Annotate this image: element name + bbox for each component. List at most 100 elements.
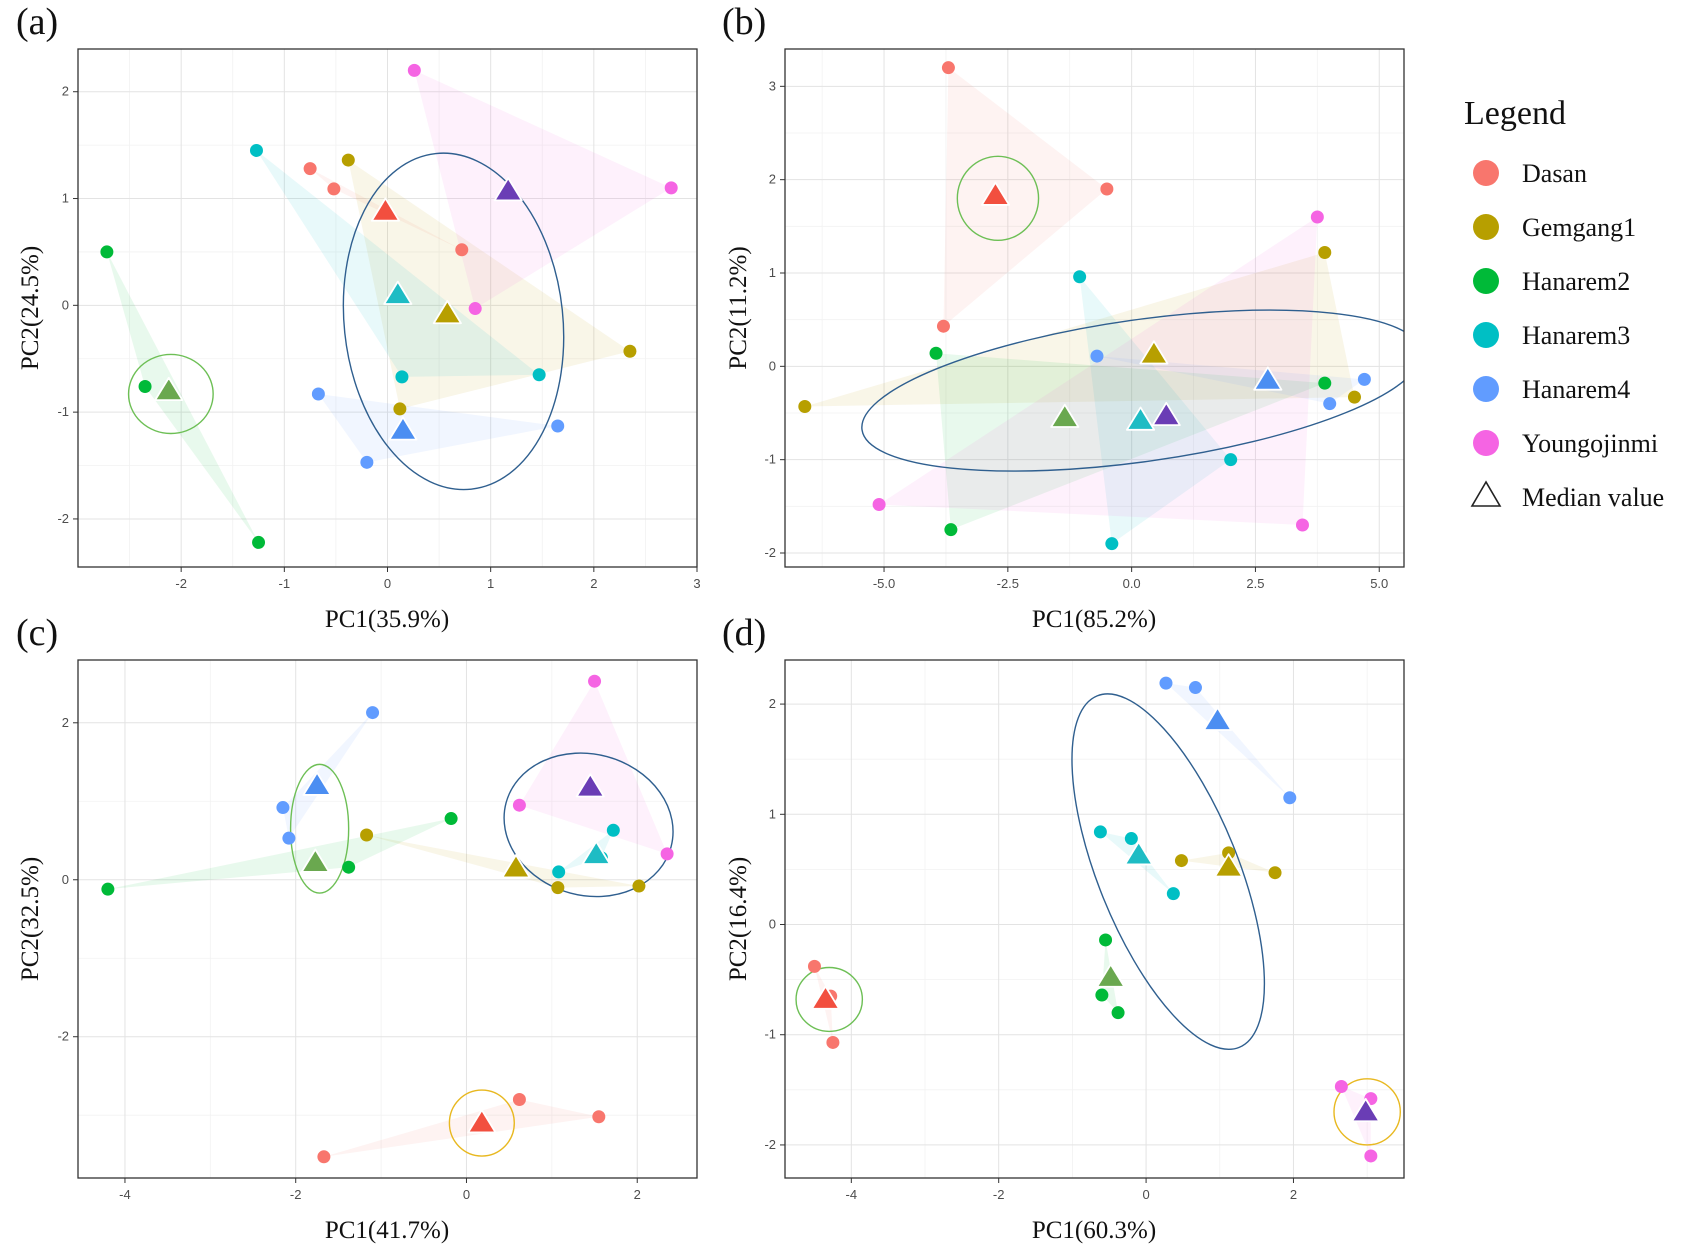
point-hanarem4-b-2 xyxy=(1357,372,1371,386)
point-hanarem2-b-3 xyxy=(944,523,958,537)
point-hanarem3-c-1 xyxy=(606,823,620,837)
point-gemgang1-a-3 xyxy=(393,402,407,416)
point-youngojinmi-d-3 xyxy=(1364,1149,1378,1163)
median-triangle-dasan-d xyxy=(810,985,841,1010)
y-tick-label: 2 xyxy=(769,696,776,711)
ellipse-green-d xyxy=(795,966,864,1033)
point-hanarem4-d-2 xyxy=(1188,681,1202,695)
median-triangle-youngojinmi-b xyxy=(1151,401,1181,427)
legend-label-dasan: Dasan xyxy=(1522,159,1587,188)
point-hanarem3-d-2 xyxy=(1124,832,1138,846)
point-hanarem3-a-3 xyxy=(395,370,409,384)
point-gemgang1-c-1 xyxy=(360,828,374,842)
y-tick-label: 1 xyxy=(769,806,776,821)
hull-dasan-b xyxy=(943,67,1107,327)
point-hanarem2-d-3 xyxy=(1111,1006,1125,1020)
point-dasan-d-1 xyxy=(807,959,821,973)
x-tick-label: 0.0 xyxy=(1123,576,1141,591)
hull-hanarem4-b xyxy=(1096,356,1365,404)
point-hanarem3-b-2 xyxy=(1224,453,1238,467)
plot-border-b xyxy=(784,48,1405,568)
point-hanarem3-b-1 xyxy=(1073,270,1087,284)
point-youngojinmi-c-3 xyxy=(660,847,674,861)
legend-key-hanarem2 xyxy=(1473,268,1499,294)
point-youngojinmi-a-2 xyxy=(664,181,678,195)
point-gemgang1-d-3 xyxy=(1268,866,1282,880)
y-tick-label: 1 xyxy=(62,191,69,206)
x-tick-label: 3 xyxy=(693,576,700,591)
point-youngojinmi-b-1 xyxy=(1310,210,1324,224)
y-tick-label: -2 xyxy=(57,1029,69,1044)
point-hanarem2-d-2 xyxy=(1095,988,1109,1002)
x-tick-label: 2.5 xyxy=(1246,576,1264,591)
ellipse-blue-c xyxy=(503,752,674,898)
grid-b xyxy=(785,49,1404,567)
x-axis-label-c: PC1(41.7%) xyxy=(325,1217,449,1244)
median-triangle-hanarem2-d xyxy=(1096,963,1126,988)
median-triangle-gemgang1-b xyxy=(1139,340,1169,365)
grid-d xyxy=(785,660,1404,1178)
point-dasan-c-2 xyxy=(512,1093,526,1107)
point-hanarem2-a-3 xyxy=(252,535,266,549)
hull-hanarem2-b xyxy=(936,353,1325,530)
point-dasan-a-2 xyxy=(327,182,341,196)
marks-a xyxy=(100,63,678,549)
x-axis-label-a: PC1(35.9%) xyxy=(325,606,449,633)
x-tick-label: 2 xyxy=(1290,1187,1297,1202)
point-youngojinmi-a-1 xyxy=(407,63,421,77)
hull-youngojinmi-a xyxy=(414,70,672,309)
point-gemgang1-d-1 xyxy=(1174,854,1188,868)
point-dasan-a-3 xyxy=(455,243,469,257)
x-tick-label: 5.0 xyxy=(1370,576,1388,591)
y-tick-label: -2 xyxy=(57,511,69,526)
median-triangle-hanarem3-c xyxy=(581,840,611,865)
point-hanarem4-c-3 xyxy=(282,831,296,845)
point-hanarem3-a-2 xyxy=(532,368,546,382)
point-youngojinmi-a-3 xyxy=(468,302,482,316)
point-hanarem2-a-2 xyxy=(138,380,152,394)
median-triangle-hanarem3-b xyxy=(1126,406,1156,431)
ellipse-green-a xyxy=(127,353,214,435)
x-axis-label-b: PC1(85.2%) xyxy=(1032,606,1156,633)
point-hanarem4-a-1 xyxy=(311,387,325,401)
point-hanarem2-b-2 xyxy=(1318,376,1332,390)
ellipse-blue-b xyxy=(861,309,1404,472)
median-triangle-hanarem4-b xyxy=(1253,366,1283,391)
legend-key-dasan xyxy=(1473,160,1499,186)
plot-border-d xyxy=(784,659,1405,1179)
hull-youngojinmi-c xyxy=(519,681,668,854)
median-triangle-youngojinmi-a xyxy=(493,177,523,202)
x-tick-label: -2 xyxy=(993,1187,1005,1202)
point-dasan-d-3 xyxy=(826,1035,840,1049)
y-tick-label: -1 xyxy=(764,452,776,467)
panel-label-c: (c) xyxy=(16,612,58,654)
legend-label-hanarem4: Hanarem4 xyxy=(1522,375,1630,404)
point-gemgang1-c-3 xyxy=(632,879,646,893)
median-triangle-hanarem2-a xyxy=(154,376,184,402)
point-hanarem2-c-3 xyxy=(342,860,356,874)
x-tick-label: -4 xyxy=(119,1187,131,1202)
panel-d: (d) -4 -2 0 2 -2 -1 0 1 2 PC1(60.3%) PC2(16.4%) xyxy=(722,612,1405,1244)
ticks-c: -4 -2 0 2 -2 0 2 xyxy=(57,715,640,1202)
point-youngojinmi-d-1 xyxy=(1334,1080,1348,1094)
x-tick-label: -1 xyxy=(279,576,291,591)
legend-label-gemgang1: Gemgang1 xyxy=(1522,213,1636,242)
hull-dasan-c xyxy=(323,1099,599,1157)
point-gemgang1-a-1 xyxy=(341,153,355,167)
ticks-d: -4 -2 0 2 -2 -1 0 1 2 xyxy=(764,696,1297,1202)
x-axis-label-d: PC1(60.3%) xyxy=(1032,1217,1156,1244)
hull-gemgang1-c xyxy=(366,835,639,888)
x-tick-label: 2 xyxy=(634,1187,641,1202)
point-hanarem4-d-3 xyxy=(1283,791,1297,805)
x-tick-label: -4 xyxy=(846,1187,858,1202)
legend: Legend Dasan Gemgang1 Hanarem2 Hanarem3 Hana… xyxy=(1464,95,1664,512)
x-tick-label: -5.0 xyxy=(873,576,895,591)
x-tick-label: 1 xyxy=(487,576,494,591)
y-tick-label: -2 xyxy=(764,1137,776,1152)
point-hanarem2-d-1 xyxy=(1099,933,1113,947)
y-tick-label: 0 xyxy=(769,358,776,373)
median-triangle-youngojinmi-d xyxy=(1351,1097,1381,1123)
point-hanarem4-c-1 xyxy=(366,706,380,720)
x-tick-label: 2 xyxy=(590,576,597,591)
panel-b: (b) -5.0 -2.5 0.0 2.5 5.0 -2 -1 0 1 2 3 PC1(85.2%)… xyxy=(722,1,1405,633)
